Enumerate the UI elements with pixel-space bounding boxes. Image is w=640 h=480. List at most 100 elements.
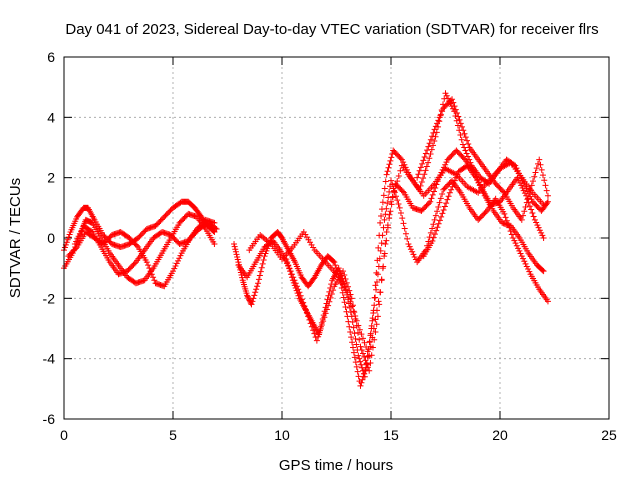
data-point (88, 228, 95, 235)
data-point (516, 179, 523, 186)
data-point (377, 289, 384, 296)
data-point (361, 353, 368, 360)
data-point (407, 246, 414, 253)
data-point (258, 264, 265, 271)
data-point (330, 258, 337, 265)
data-point (375, 244, 382, 251)
data-point (212, 225, 219, 232)
data-point (351, 330, 358, 337)
data-point (532, 169, 539, 176)
series-track-4 (71, 216, 218, 278)
data-point (383, 228, 390, 235)
data-point (328, 281, 335, 288)
data-point (436, 114, 443, 121)
data-point (430, 188, 437, 195)
data-point (457, 132, 464, 139)
data-point (454, 110, 461, 117)
data-point (375, 263, 382, 270)
data-point (400, 159, 407, 166)
data-point (537, 161, 544, 168)
series-track-6 (235, 147, 547, 374)
y-tick-label: 2 (47, 170, 55, 186)
data-point (75, 233, 82, 240)
data-point (373, 278, 380, 285)
data-point (363, 359, 370, 366)
data-point (381, 185, 388, 192)
data-point (252, 289, 259, 296)
data-point (176, 255, 183, 262)
data-point (524, 196, 531, 203)
data-point (358, 331, 365, 338)
data-point (414, 174, 421, 181)
data-point (341, 280, 348, 287)
data-point (476, 182, 483, 189)
data-point (544, 198, 551, 205)
data-point (502, 214, 509, 221)
data-point (443, 200, 450, 207)
data-point (521, 258, 528, 265)
data-point (357, 358, 364, 365)
data-point (350, 324, 357, 331)
data-point (389, 181, 396, 188)
data-point (373, 321, 380, 328)
data-point (429, 133, 436, 140)
data-point (434, 208, 441, 215)
data-point (523, 263, 530, 270)
data-point (340, 278, 347, 285)
data-point (352, 335, 359, 342)
data-point (379, 232, 386, 239)
data-point (383, 205, 390, 212)
data-point (383, 171, 390, 178)
data-point (133, 242, 140, 249)
data-point (256, 272, 263, 279)
data-point (395, 200, 402, 207)
data-point (531, 216, 538, 223)
data-point (442, 90, 449, 97)
data-point (326, 288, 333, 295)
data-point (349, 319, 356, 326)
data-point (460, 155, 467, 162)
data-point (539, 267, 546, 274)
data-point (345, 300, 352, 307)
data-point (512, 240, 519, 247)
data-point (385, 194, 392, 201)
data-point (513, 242, 520, 249)
data-point (131, 260, 138, 267)
data-point (353, 341, 360, 348)
data-point (399, 188, 406, 195)
data-point (358, 361, 365, 368)
data-point (473, 174, 480, 181)
x-tick-label: 20 (492, 427, 508, 443)
data-point (254, 283, 261, 290)
data-point (350, 349, 357, 356)
data-point (397, 167, 404, 174)
data-point (430, 142, 437, 149)
y-tick-label: 6 (47, 49, 55, 65)
data-point (350, 302, 357, 309)
data-point (439, 108, 446, 115)
data-point (459, 123, 466, 130)
chart-title: Day 041 of 2023, Sidereal Day-to-day VTE… (65, 21, 598, 38)
data-point (172, 263, 179, 270)
data-point (343, 287, 350, 294)
data-point (423, 163, 430, 170)
data-point (150, 274, 157, 281)
data-point (417, 164, 424, 171)
data-point (72, 245, 79, 252)
data-point (529, 210, 536, 217)
data-point (450, 180, 457, 187)
data-point (76, 230, 83, 237)
data-point (429, 225, 436, 232)
data-point (409, 248, 416, 255)
data-point (443, 159, 450, 166)
data-point (435, 220, 442, 227)
series-track-5 (231, 90, 551, 389)
data-point (508, 231, 515, 238)
data-point (283, 256, 290, 263)
data-point (232, 246, 239, 253)
data-point (530, 213, 537, 220)
data-point (404, 235, 411, 242)
data-point (353, 363, 360, 370)
data-point (430, 234, 437, 241)
data-point (534, 222, 541, 229)
